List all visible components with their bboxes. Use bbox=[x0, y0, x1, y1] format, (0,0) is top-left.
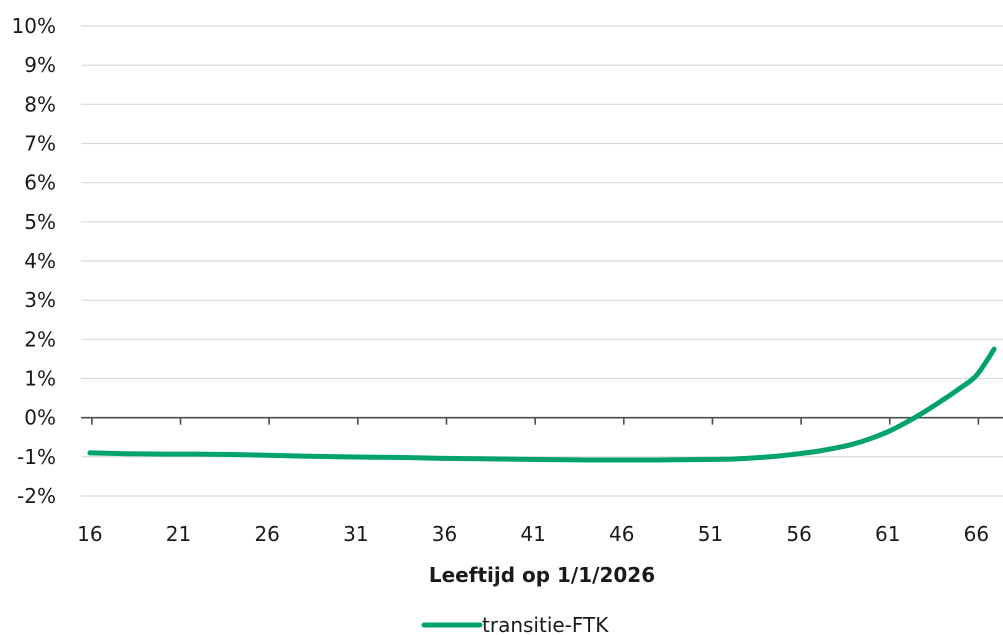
x-tick-label: 36 bbox=[432, 522, 457, 546]
x-tick-label: 61 bbox=[875, 522, 900, 546]
y-tick-label: 8% bbox=[24, 92, 56, 116]
x-tick-label: 41 bbox=[520, 522, 545, 546]
series-group bbox=[87, 346, 997, 463]
y-tick-label: 3% bbox=[24, 288, 56, 312]
legend-label: transitie-FTK bbox=[482, 613, 609, 635]
y-tick-label: -2% bbox=[17, 484, 56, 508]
y-tick-label: -1% bbox=[17, 445, 56, 469]
y-tick-label: 7% bbox=[24, 132, 56, 156]
y-tick-label: 10% bbox=[12, 14, 56, 38]
gridlines bbox=[81, 25, 1003, 497]
x-tick-label: 46 bbox=[609, 522, 634, 546]
x-tick-label: 26 bbox=[254, 522, 279, 546]
y-tick-label: 1% bbox=[24, 367, 56, 391]
y-tick-label: 2% bbox=[24, 327, 56, 351]
y-tick-labels: -2% -1% 0% 1% 2% 3% 4% 5% 6% 7% 8% 9% 10% bbox=[12, 14, 56, 508]
x-tick-label: 51 bbox=[698, 522, 723, 546]
x-tick-labels: 16 21 26 31 36 41 46 51 56 61 66 bbox=[77, 522, 989, 546]
x-tick-label: 66 bbox=[964, 522, 989, 546]
x-axis bbox=[81, 416, 1003, 425]
y-tick-label: 9% bbox=[24, 53, 56, 77]
x-tick-label: 21 bbox=[166, 522, 191, 546]
legend: transitie-FTK bbox=[421, 613, 609, 635]
y-tick-label: 4% bbox=[24, 249, 56, 273]
x-tick-label: 56 bbox=[786, 522, 811, 546]
y-tick-label: 6% bbox=[24, 171, 56, 195]
y-tick-label: 5% bbox=[24, 210, 56, 234]
series-line-transitie-ftk bbox=[87, 346, 997, 463]
x-tick-label: 31 bbox=[343, 522, 368, 546]
x-tick-label: 16 bbox=[77, 522, 102, 546]
y-tick-label: 0% bbox=[24, 406, 56, 430]
x-axis-title: Leeftijd op 1/1/2026 bbox=[429, 563, 655, 587]
